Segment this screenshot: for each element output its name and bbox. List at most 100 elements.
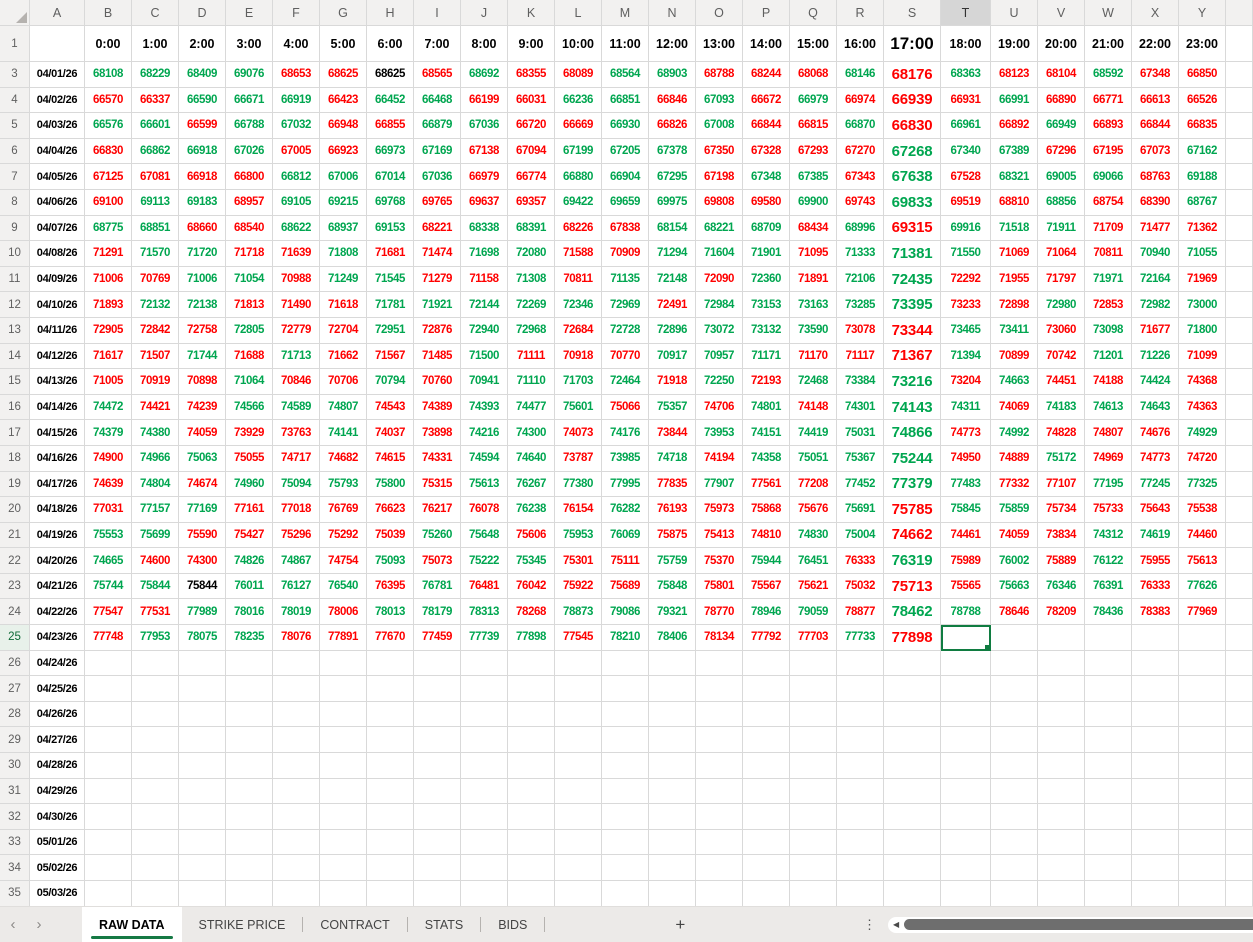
cell[interactable]: 68244 <box>743 62 790 88</box>
cell[interactable]: 71639 <box>273 241 320 267</box>
column-header-n[interactable]: N <box>649 0 696 26</box>
cell[interactable]: 71099 <box>1179 343 1226 370</box>
cell[interactable]: 75944 <box>743 548 790 574</box>
date-cell[interactable]: 04/23/26 <box>30 625 85 651</box>
cell[interactable]: 75759 <box>649 548 696 574</box>
cell[interactable]: 76282 <box>602 497 649 523</box>
cell[interactable]: 77018 <box>273 497 320 523</box>
cell[interactable]: 67005 <box>273 138 320 165</box>
cell[interactable] <box>367 701 414 728</box>
date-cell[interactable]: 04/03/26 <box>30 113 85 139</box>
cell[interactable]: 77670 <box>367 625 414 651</box>
cell[interactable]: 67340 <box>941 138 991 165</box>
cell[interactable]: 67348 <box>1132 62 1179 88</box>
cell[interactable]: 76011 <box>226 573 273 600</box>
cell[interactable]: 74662 <box>884 522 941 549</box>
cell[interactable] <box>132 727 179 754</box>
cell[interactable]: 67125 <box>85 164 132 190</box>
cell[interactable] <box>461 676 508 702</box>
cell[interactable]: 74363 <box>1179 394 1226 421</box>
cell[interactable]: 67036 <box>414 164 461 190</box>
cell[interactable] <box>461 701 508 728</box>
sheet-tab-raw-data[interactable]: RAW DATA <box>82 907 182 942</box>
cell[interactable]: 73953 <box>696 420 743 446</box>
cell[interactable]: 74216 <box>461 420 508 446</box>
cell[interactable]: 68434 <box>790 215 837 242</box>
cell[interactable]: 77452 <box>837 471 884 498</box>
cell[interactable]: 71550 <box>941 241 991 267</box>
cell[interactable]: 68321 <box>991 164 1038 190</box>
cell[interactable]: 69153 <box>367 215 414 242</box>
cell[interactable] <box>1132 650 1179 677</box>
cell[interactable]: 71201 <box>1085 343 1132 370</box>
cell[interactable]: 78075 <box>179 625 226 651</box>
date-cell[interactable]: 04/15/26 <box>30 420 85 446</box>
cell[interactable]: 71781 <box>367 292 414 318</box>
cell[interactable]: 71117 <box>837 343 884 370</box>
cell[interactable]: 75051 <box>790 445 837 472</box>
cell[interactable] <box>696 881 743 907</box>
cell[interactable] <box>602 676 649 702</box>
cell[interactable]: 73985 <box>602 445 649 472</box>
cell[interactable]: 75785 <box>884 497 941 523</box>
cell[interactable] <box>884 804 941 830</box>
cell[interactable]: 71703 <box>555 369 602 395</box>
cell[interactable]: 75032 <box>837 573 884 600</box>
cell[interactable] <box>508 881 555 907</box>
cell[interactable]: 75733 <box>1085 497 1132 523</box>
cell[interactable]: 71744 <box>179 343 226 370</box>
cell[interactable] <box>884 676 941 702</box>
cell[interactable]: 66774 <box>508 164 555 190</box>
cell[interactable]: 77031 <box>85 497 132 523</box>
cell[interactable]: 67296 <box>1038 138 1085 165</box>
cell[interactable]: 71588 <box>555 241 602 267</box>
cell[interactable]: 71891 <box>790 266 837 293</box>
time-header-cell[interactable]: 0:00 <box>85 26 132 62</box>
cell[interactable]: 69183 <box>179 189 226 216</box>
cell[interactable]: 67073 <box>1132 138 1179 165</box>
cell[interactable]: 73233 <box>941 292 991 318</box>
row-header-6[interactable]: 6 <box>0 138 30 165</box>
cell[interactable]: 69768 <box>367 189 414 216</box>
cell[interactable]: 72346 <box>555 292 602 318</box>
cell[interactable]: 74589 <box>273 394 320 421</box>
cell[interactable]: 75538 <box>1179 497 1226 523</box>
row-header-21[interactable]: 21 <box>0 522 30 549</box>
cell[interactable]: 69808 <box>696 189 743 216</box>
row-header-9[interactable]: 9 <box>0 215 30 242</box>
cell[interactable] <box>367 727 414 754</box>
cell[interactable]: 68754 <box>1085 189 1132 216</box>
cell[interactable] <box>1038 701 1085 728</box>
cell[interactable]: 74665 <box>85 548 132 574</box>
cell[interactable] <box>884 753 941 779</box>
cell[interactable]: 76481 <box>461 573 508 600</box>
cell[interactable]: 69105 <box>273 189 320 216</box>
cell[interactable]: 71485 <box>414 343 461 370</box>
cell[interactable] <box>367 778 414 805</box>
cell[interactable]: 68226 <box>555 215 602 242</box>
cell[interactable]: 70769 <box>132 266 179 293</box>
cell[interactable]: 78179 <box>414 599 461 626</box>
cell[interactable]: 73072 <box>696 317 743 344</box>
time-header-cell[interactable]: 1:00 <box>132 26 179 62</box>
cell[interactable] <box>1132 676 1179 702</box>
cell[interactable] <box>1132 727 1179 754</box>
cell[interactable]: 76127 <box>273 573 320 600</box>
cell[interactable]: 77739 <box>461 625 508 651</box>
cell[interactable]: 72876 <box>414 317 461 344</box>
cell[interactable] <box>508 855 555 881</box>
date-cell[interactable]: 04/06/26 <box>30 189 85 216</box>
date-cell[interactable]: 05/03/26 <box>30 881 85 907</box>
cell[interactable] <box>743 855 790 881</box>
cell[interactable]: 71808 <box>320 241 367 267</box>
cell[interactable]: 71158 <box>461 266 508 293</box>
cell[interactable]: 67169 <box>414 138 461 165</box>
cell[interactable]: 72779 <box>273 317 320 344</box>
cell[interactable] <box>649 804 696 830</box>
cell[interactable]: 72132 <box>132 292 179 318</box>
cell[interactable] <box>555 829 602 856</box>
cell[interactable] <box>941 881 991 907</box>
cell[interactable] <box>790 650 837 677</box>
cell[interactable] <box>941 855 991 881</box>
cell[interactable] <box>837 676 884 702</box>
